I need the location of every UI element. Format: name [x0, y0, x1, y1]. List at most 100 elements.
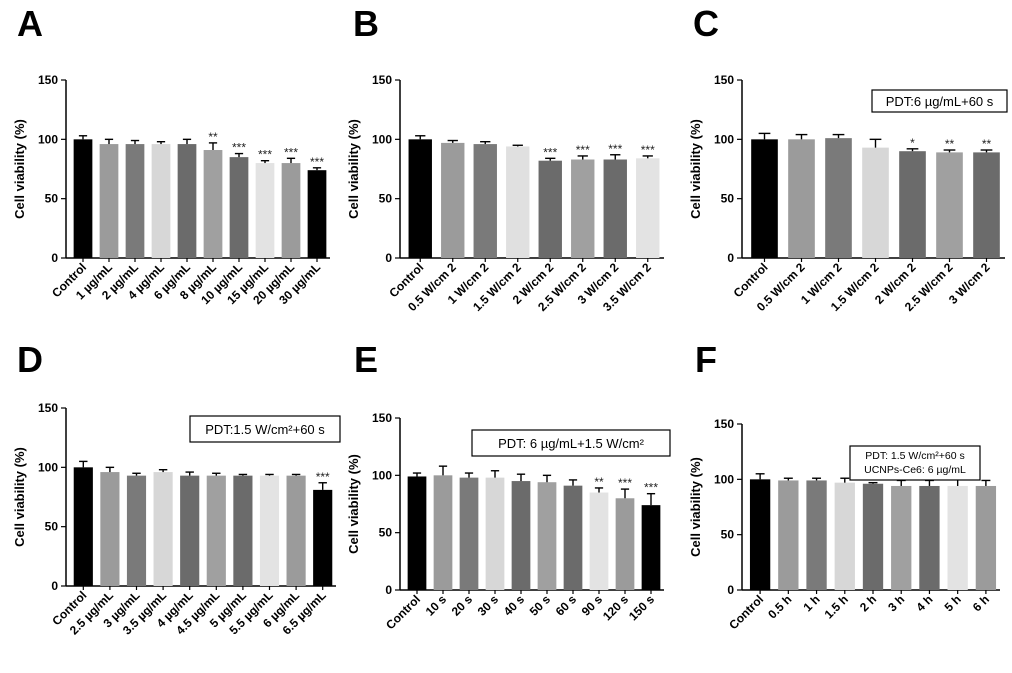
bar-4	[538, 160, 562, 258]
panel-letter: C	[693, 3, 719, 44]
bar-5	[206, 475, 226, 586]
y-tick-label: 150	[38, 401, 58, 415]
y-axis-label: Cell viability (%)	[346, 454, 361, 554]
y-axis-label: Cell viability (%)	[688, 119, 703, 219]
y-tick-label: 150	[372, 411, 392, 425]
x-tick-label: 20 s	[449, 592, 476, 619]
x-tick-label: 6 h	[970, 592, 992, 614]
significance-label: ***	[644, 481, 658, 495]
bar-7	[259, 475, 280, 586]
annotation-box	[849, 445, 981, 481]
significance-label: ***	[641, 143, 655, 157]
bar-3	[834, 482, 855, 590]
significance-label: **	[945, 137, 955, 151]
bar-2	[459, 477, 479, 590]
y-tick-label: 0	[385, 251, 392, 265]
y-tick-label: 100	[38, 132, 58, 146]
y-axis-label: Cell viability (%)	[12, 447, 27, 547]
x-tick-label: 1 h	[801, 592, 823, 614]
significance-label: ***	[310, 155, 324, 169]
bar-4	[862, 483, 884, 590]
significance-label: ***	[284, 145, 298, 159]
y-tick-label: 100	[714, 132, 734, 146]
bar-8	[281, 163, 301, 258]
x-tick-label: 3 h	[885, 592, 907, 614]
bar-1	[100, 472, 120, 586]
bar-9	[641, 505, 661, 590]
y-tick-label: 150	[714, 417, 734, 431]
x-tick-label: 150 s	[626, 592, 657, 623]
y-tick-label: 100	[38, 460, 58, 474]
x-tick-label: 0.5 h	[765, 592, 794, 621]
bar-3	[151, 144, 171, 258]
y-tick-label: 0	[727, 251, 734, 265]
significance-label: ***	[618, 476, 632, 490]
x-tick-label: 4 h	[913, 592, 935, 614]
y-tick-label: 150	[372, 73, 392, 87]
bar-6	[563, 485, 583, 590]
bar-8	[286, 475, 306, 586]
y-tick-label: 0	[385, 583, 392, 597]
bar-3	[485, 477, 505, 590]
significance-label: *	[910, 136, 915, 150]
bar-4	[899, 151, 926, 258]
annotation-box	[189, 415, 341, 443]
x-tick-label: 3 W/cm 2	[946, 260, 993, 307]
bar-2	[125, 144, 145, 258]
bar-1	[441, 142, 465, 258]
y-tick-label: 0	[727, 583, 734, 597]
bar-7	[589, 492, 609, 590]
significance-label: ***	[316, 470, 330, 484]
annotation-text: UCNPs-Ce6: 6 µg/mL	[864, 464, 966, 476]
bar-6	[919, 485, 940, 590]
bar-5	[203, 150, 223, 258]
y-tick-label: 50	[379, 192, 393, 206]
annotation-text: PDT:1.5 W/cm²+60 s	[205, 422, 325, 437]
bar-0	[73, 467, 93, 586]
bar-8	[975, 485, 997, 590]
significance-label: ***	[608, 142, 622, 156]
x-tick-label: Control	[726, 592, 766, 632]
bar-0	[407, 476, 427, 590]
bar-1	[788, 139, 815, 258]
bar-6	[973, 152, 1000, 258]
bar-9	[313, 489, 333, 586]
bar-1	[433, 475, 453, 590]
bar-5	[936, 152, 963, 258]
panel-letter: F	[695, 339, 717, 380]
bar-5	[537, 482, 557, 590]
annotation-box	[471, 429, 671, 457]
bar-3	[506, 146, 530, 258]
y-tick-label: 50	[45, 192, 59, 206]
bar-4	[180, 475, 200, 586]
bar-0	[73, 139, 93, 258]
bar-6	[603, 159, 627, 258]
significance-label: ***	[576, 143, 590, 157]
bar-0	[749, 479, 771, 590]
x-tick-label: Control	[383, 592, 423, 632]
panel-letter: A	[17, 3, 43, 44]
annotation-text: PDT:6 µg/mL+60 s	[886, 94, 994, 109]
annotation-box	[871, 89, 1008, 113]
bar-2	[806, 480, 827, 590]
y-tick-label: 150	[714, 73, 734, 87]
bar-6	[233, 475, 253, 586]
x-tick-label: 2 h	[857, 592, 879, 614]
x-tick-label: 10 s	[423, 592, 450, 619]
bar-4	[177, 144, 197, 258]
y-tick-label: 50	[721, 528, 735, 542]
bar-5	[571, 159, 595, 258]
bar-6	[229, 157, 249, 258]
x-tick-label: 1.5 h	[822, 592, 851, 621]
panel-letter: E	[354, 339, 378, 380]
x-tick-label: 50 s	[527, 592, 554, 619]
x-tick-label: 5 h	[942, 592, 964, 614]
bar-1	[778, 480, 799, 590]
y-axis-label: Cell viability (%)	[346, 119, 361, 219]
y-tick-label: 50	[45, 520, 59, 534]
